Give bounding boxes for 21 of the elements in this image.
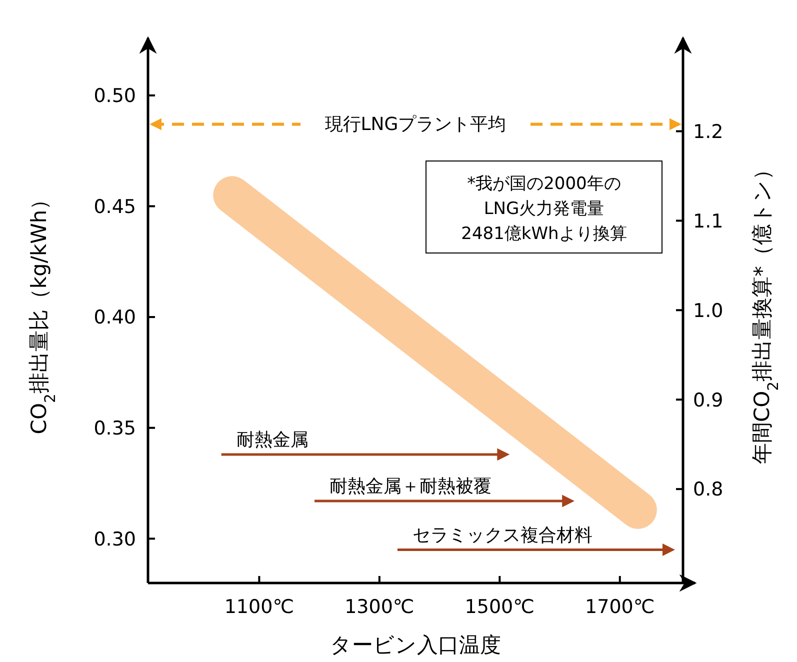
y-tick-label: 0.35 xyxy=(94,418,136,440)
y2-tick-label: 1.1 xyxy=(693,210,724,232)
x-tick-label: 1300℃ xyxy=(344,596,414,618)
annotation: *我が国の2000年の LNG火力発電量 2481億kWhより換算 xyxy=(461,174,627,244)
x-tick-label: 1700℃ xyxy=(585,596,655,618)
y2-tick-label: 0.9 xyxy=(693,389,724,412)
series-label: セラミックス複合材料 xyxy=(412,524,592,546)
y2-tick-label: 1.2 xyxy=(693,120,724,143)
y-tick-label: 0.45 xyxy=(94,196,136,218)
x-tick-label: 1100℃ xyxy=(224,596,294,618)
ref-line-label: 現行LNGプラント平均 xyxy=(324,114,506,136)
series-label: 耐熱金属 xyxy=(236,429,308,450)
series-label: 耐熱金属＋耐熱被覆 xyxy=(330,476,492,497)
y2-tick-label: 0.8 xyxy=(693,478,724,501)
x-tick-label: 1500℃ xyxy=(464,596,535,618)
y-tick-label: 0.50 xyxy=(94,85,136,108)
y-tick-label: 0.40 xyxy=(94,306,136,329)
x-axis-title: タービン入口温度 xyxy=(330,633,501,657)
y2-tick-label: 1.0 xyxy=(693,300,724,322)
y-tick-label: 0.30 xyxy=(94,528,136,550)
note-box: *我が国の2000年の LNG火力発電量 2481億kWhより換算 xyxy=(426,160,662,254)
